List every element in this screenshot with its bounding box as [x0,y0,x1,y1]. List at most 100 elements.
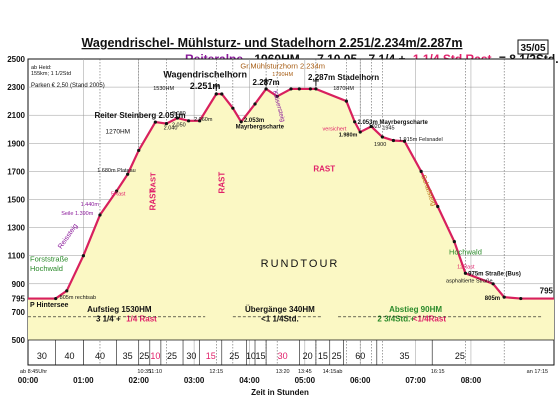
profile-point [436,204,440,209]
segment-value: 25 [332,351,342,361]
rast-label: RAST [218,172,227,194]
profile-point [98,213,102,217]
profile-point [308,87,312,91]
segment-value: 35 [123,351,133,361]
profile-point [402,139,407,143]
note-parken: Parken € 2,50 (Stand 2005) [31,83,105,89]
point-label: 1920 [369,124,381,130]
point-label: Gr.Mühlsturzhorn 2.234m [240,61,325,70]
profile-point [220,92,224,96]
profile-fill [28,88,554,340]
point-label: 2.053m [244,118,264,124]
segment-value: 35 [399,351,409,361]
point-label: 2.060m [194,117,213,123]
y-tick-label: 1700 [7,167,25,176]
x-axis-label: Zeit in Stunden [251,388,309,397]
profile-point [164,122,169,126]
time-mark: 13:45 [298,369,312,375]
annotation-label: 3 1/4 + [96,315,121,324]
segment-value: 15 [318,351,328,361]
point-label: versichert [323,127,347,133]
x-tick-label: 08:00 [461,376,482,385]
point-label: 2.040 [164,125,178,131]
rast-label: RAST [148,189,157,211]
annotation-label: <1 1/4Std. [261,315,299,324]
point-label: 1.440m [81,202,100,208]
profile-point [353,120,357,124]
point-label: 1270HM [106,128,131,135]
profile-point [463,271,468,275]
profile-point [175,116,180,120]
segment-row: 30 40 40 35 25 10 25 30 15 25 10 15 30 20 15 25 60 35 25 [28,339,554,366]
point-label: 1945 [382,125,394,131]
profile-point [81,254,85,258]
profile-point [186,119,191,123]
time-mark: 13:20 [276,369,290,375]
profile-point [391,138,396,143]
point-label: asphaltierte Straße [446,278,492,284]
profile-point [297,87,301,91]
axis-ticks: 5007009001100130015001700190021002300250… [7,55,548,385]
point-label: 795 [540,287,554,296]
segment-value: 25 [455,351,465,361]
point-label: Reiter Steinberg 2.051m [94,111,185,120]
profile-point [419,169,423,173]
profile-point [344,99,348,103]
point-label: 2.287m Stadelhorn [308,73,379,82]
annotation-label: 2 3/4Std.+ [377,315,415,324]
profile-point [519,296,523,301]
badge-number: 35/05 [520,43,545,54]
point-label: 1530HM [153,86,174,92]
point-label: 805m rechtsab [60,295,96,301]
y-tick-label: 900 [12,280,26,289]
annotation-label: Hochwald [449,247,482,256]
profile-point [231,106,235,110]
y-tick-label: 500 [12,336,26,345]
chart-title: Wagendrischel- Mühlsturz- und Stadelhorn… [82,36,463,50]
profile-point [198,119,202,123]
profile-point [275,94,279,98]
profile-point [253,102,257,106]
y-tick-label: 1300 [7,224,25,233]
profile-point [502,295,506,299]
point-label: 2.080 [172,111,186,117]
point-label: 2.053m Mayrbergscharte [357,120,428,126]
annotation-label: <1/4Rast [413,315,446,324]
y-tick-label: 2100 [7,111,25,120]
profile-point [153,120,157,124]
y-tick-label: 1900 [7,139,25,148]
point-label: 1.980m [339,132,358,138]
segment-value: 40 [65,351,75,361]
profile-point [289,87,293,91]
segment-value: 15 [206,351,216,361]
time-mark: 14:15ab [323,369,343,375]
point-label: 2.050 [172,122,186,128]
segment-value: 25 [229,351,239,361]
point-label: 975m Straße (Bus) [468,271,521,277]
segment-value: 30 [278,351,288,361]
point-label: Seile 1.390m [61,211,94,217]
profile-point [380,135,384,139]
annotation-label: 5Rast [111,191,126,197]
segment-value: 40 [95,351,105,361]
x-tick-label: 07:00 [405,376,426,385]
profile-point [491,282,495,286]
profile-point [358,130,362,134]
annotation-label: RAST [148,172,157,193]
profile-area [28,87,554,340]
time-mark: 11:10 [149,369,162,375]
x-tick-label: 00:00 [18,376,39,385]
note-heid-2: 155km; 1 1/2Std [31,71,71,77]
profile-point [264,87,268,91]
segment-value: 15 [256,351,266,361]
time-mark: 10:35 [137,369,151,375]
y-tick-label: 700 [12,308,26,317]
x-tick-label: 05:00 [295,376,316,385]
point-label: 1870HM [333,86,354,92]
point-label: 795 [12,295,26,304]
annotation-label: Übergänge 340HM [245,305,315,314]
segment-value: 25 [139,351,149,361]
point-label: 1900 [374,142,386,148]
segment-value: 30 [186,351,196,361]
